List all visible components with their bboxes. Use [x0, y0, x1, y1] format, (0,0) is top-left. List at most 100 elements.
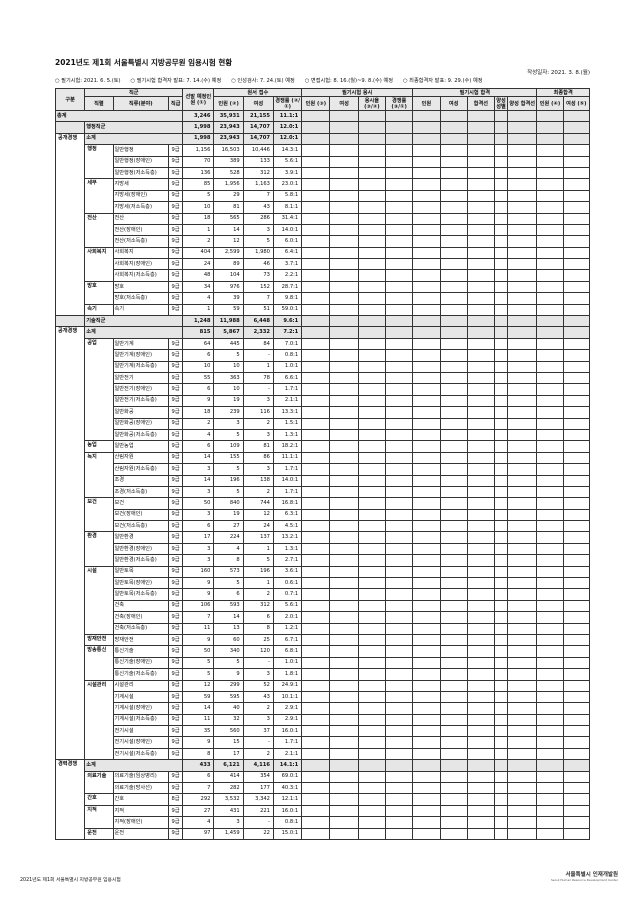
empty-cell: [412, 690, 441, 704]
value-cell: 6.4:1: [272, 246, 303, 260]
value-cell: 2.1:1: [272, 747, 303, 761]
value-cell: 27: [182, 804, 215, 818]
empty-cell: [439, 531, 468, 544]
empty-cell: [301, 246, 331, 260]
empty-cell: [329, 520, 359, 533]
empty-cell: [329, 747, 359, 761]
empty-cell: [493, 428, 509, 442]
empty-cell: [507, 588, 538, 601]
empty-cell: [357, 520, 386, 533]
empty-cell: [301, 121, 331, 134]
empty-cell: [536, 189, 564, 203]
empty-cell: [329, 223, 359, 237]
empty-cell: [357, 690, 386, 704]
grade-cell: 9급: [168, 258, 184, 271]
empty-cell: [412, 782, 441, 795]
value-cell: 14.0:1: [272, 474, 303, 487]
empty-cell: [412, 212, 441, 225]
grade-cell: 9급: [168, 246, 184, 260]
footer-text: 2021년도 제1회 서울특별시 지방공무원 임용시험: [20, 878, 121, 883]
empty-cell: [466, 565, 496, 579]
grade-cell: 9급: [168, 303, 184, 317]
value-cell: 81: [242, 440, 274, 453]
empty-cell: [301, 736, 331, 749]
table-row: 행정 일반행정 9급 1,156 16,503 10,446 14.3:1: [56, 144, 591, 180]
grade-cell: 9급: [168, 656, 184, 670]
table-row: 공업 일반기계 9급 64 445 84 7.0:1: [56, 337, 591, 442]
value-cell: 40: [213, 702, 244, 715]
logo-text: 서울특별시 인재개발원: [565, 872, 618, 878]
value-cell: 312: [242, 166, 274, 180]
empty-cell: [562, 315, 591, 328]
class-cell: 지적(장애인): [112, 816, 170, 829]
value-cell: 37: [242, 725, 274, 738]
value-cell: 1,156: [182, 144, 215, 157]
grade-cell: 9급: [168, 747, 184, 761]
empty-cell: [493, 725, 509, 738]
empty-cell: [493, 144, 509, 157]
empty-cell: [439, 804, 468, 818]
empty-cell: [54, 121, 86, 134]
empty-cell: [439, 736, 468, 749]
empty-cell: [439, 793, 468, 806]
empty-cell: [466, 337, 496, 351]
empty-cell: [507, 736, 538, 749]
empty-cell: [536, 485, 564, 499]
empty-cell: [562, 804, 591, 818]
class-cell: 건축(저소득층): [112, 622, 170, 635]
empty-cell: [301, 349, 331, 362]
empty-cell: [384, 246, 414, 260]
empty-cell: [357, 235, 386, 248]
value-cell: 34: [182, 280, 215, 294]
empty-cell: [384, 770, 414, 784]
value-cell: 2,332: [242, 326, 274, 339]
empty-cell: [507, 702, 538, 715]
empty-cell: [466, 326, 496, 339]
grade-cell: 9급: [168, 542, 184, 556]
value-cell: 14: [213, 223, 244, 237]
value-cell: 5: [182, 668, 215, 681]
empty-cell: [507, 827, 538, 841]
value-cell: 55: [182, 371, 215, 385]
series-label: 환경: [84, 531, 114, 567]
empty-cell: [562, 280, 591, 294]
empty-cell: [329, 109, 359, 123]
value-cell: 1.7:1: [272, 383, 303, 396]
value-cell: 8.1:1: [272, 201, 303, 214]
empty-cell: [301, 622, 331, 635]
value-cell: 6,448: [242, 315, 274, 328]
empty-cell: [507, 690, 538, 704]
class-cell: 통신기술(저소득층): [112, 668, 170, 681]
class-cell: 일반행정(저소득층): [112, 166, 170, 180]
table-row: 지적(장애인) 9급 4 3-0.8:1: [56, 816, 591, 829]
value-cell: 4: [213, 542, 244, 556]
empty-cell: [536, 235, 564, 248]
empty-cell: [329, 132, 359, 146]
empty-cell: [507, 132, 538, 146]
empty-cell: [329, 383, 359, 396]
value-cell: 0.8:1: [272, 349, 303, 362]
empty-cell: [301, 132, 331, 146]
empty-cell: [439, 588, 468, 601]
empty-cell: [493, 816, 509, 829]
empty-cell: [357, 132, 386, 146]
empty-cell: [301, 383, 331, 396]
empty-cell: [301, 656, 331, 670]
empty-cell: [466, 109, 496, 123]
empty-cell: [384, 508, 414, 522]
empty-cell: [412, 360, 441, 374]
value-cell: 59: [182, 690, 215, 704]
table-row: 일반전기(장애인) 9급 6 10-1.7:1: [56, 383, 591, 396]
table-row: 일반화공 9급 18 239 116 13.3:1: [56, 406, 591, 419]
empty-cell: [329, 315, 359, 328]
empty-cell: [357, 759, 386, 772]
empty-cell: [507, 725, 538, 738]
empty-cell: [466, 782, 496, 795]
class-cell: 조경(저소득층): [112, 485, 170, 499]
empty-cell: [493, 349, 509, 362]
subheader: 인원 (④): [536, 96, 564, 111]
series-label: 운전: [84, 827, 114, 841]
empty-cell: [357, 713, 386, 727]
empty-cell: [384, 463, 414, 476]
empty-cell: [384, 679, 414, 692]
